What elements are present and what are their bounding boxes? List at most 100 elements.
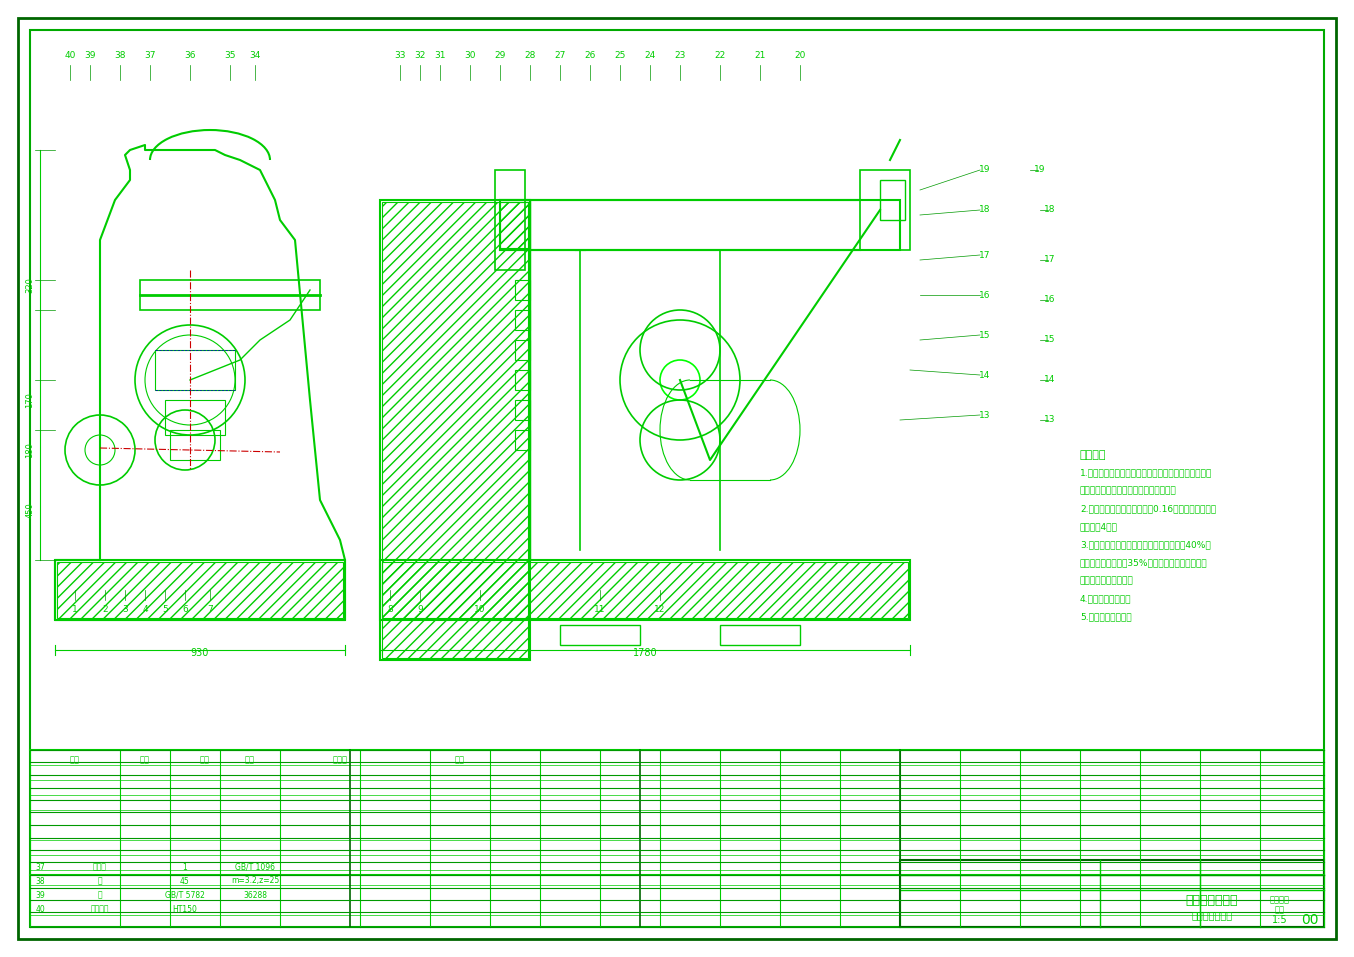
Text: 37: 37 [35,862,45,872]
Text: 35: 35 [225,51,236,59]
Text: 00: 00 [1301,913,1319,927]
Text: 32: 32 [414,51,425,59]
Bar [515,370,529,390]
Bar [380,560,910,620]
Text: 11: 11 [594,606,605,614]
Text: 320: 320 [26,278,34,293]
Text: 180: 180 [26,442,34,458]
Text: 9: 9 [417,606,422,614]
Bar [515,340,529,360]
Text: 36: 36 [184,51,196,59]
Text: 40: 40 [35,904,45,914]
Text: 15: 15 [1044,336,1056,345]
Text: 36288: 36288 [242,891,267,900]
Text: 1: 1 [72,606,79,614]
Text: 5.外表面防腐处理。: 5.外表面防腐处理。 [1080,612,1132,621]
Text: 2.啮合侧隙用塞尺检验不小于0.16，螺丝不得大于最: 2.啮合侧隙用塞尺检验不小于0.16，螺丝不得大于最 [1080,504,1216,514]
Text: 38: 38 [35,877,45,885]
Text: 12: 12 [654,606,666,614]
Text: 4.应调整轴向间隙。: 4.应调整轴向间隙。 [1080,594,1132,604]
Text: 27: 27 [554,51,566,59]
Text: 33: 33 [394,51,406,59]
Text: 18: 18 [979,206,991,214]
Bar [515,400,529,420]
Text: 备注: 备注 [455,755,464,765]
Text: 1780: 1780 [632,648,657,658]
Bar [496,170,525,270]
Bar [139,280,320,310]
Text: HT150: HT150 [172,904,198,914]
Bar [900,860,1324,927]
Text: 序号: 序号 [70,755,80,765]
Text: 16: 16 [1044,296,1056,304]
Bar [165,400,225,435]
Bar [515,280,529,300]
Text: 26: 26 [585,51,596,59]
Text: 技术要求: 技术要求 [1080,450,1106,460]
Bar [500,202,529,248]
Text: 标准件: 标准件 [333,755,348,765]
Text: 5: 5 [162,606,168,614]
Text: 40: 40 [64,51,76,59]
Text: 齿轮轴: 齿轮轴 [93,862,107,872]
Text: 调整接触齿面接触度。: 调整接触齿面接触度。 [1080,576,1133,586]
Text: 比例: 比例 [1275,905,1285,915]
Bar [154,350,236,390]
Text: 30: 30 [464,51,475,59]
Text: 3: 3 [122,606,127,614]
Bar [561,625,640,645]
Bar [515,310,529,330]
Text: 7: 7 [207,606,213,614]
Bar [880,180,904,220]
Text: 34: 34 [249,51,261,59]
Text: 13: 13 [979,411,991,419]
Text: 3.整合支承面积度，齿面啮合接触点不小于40%，: 3.整合支承面积度，齿面啮合接触点不小于40%， [1080,541,1210,549]
Text: 齿面不接触的不小于35%，必要时可用研磨或刮削: 齿面不接触的不小于35%，必要时可用研磨或刮削 [1080,559,1208,568]
Text: 450: 450 [26,502,34,518]
Text: 键: 键 [97,891,103,900]
Text: 8: 8 [387,606,393,614]
Text: 数量: 数量 [200,755,210,765]
Text: 19: 19 [979,166,991,174]
Bar [57,562,343,618]
Text: 1: 1 [183,862,187,872]
Bar [500,200,900,250]
Text: 6: 6 [183,606,188,614]
Text: 材料: 材料 [245,755,255,765]
Text: 在，内壁涂上不被机油腐蚀的涂料两次。: 在，内壁涂上不被机油腐蚀的涂料两次。 [1080,486,1177,496]
Text: GB/T 5782: GB/T 5782 [165,891,204,900]
Text: 10: 10 [474,606,486,614]
Text: 17: 17 [1044,256,1056,264]
Text: 小侧隙的4倍。: 小侧隙的4倍。 [1080,523,1118,531]
Text: 1:5: 1:5 [1273,915,1288,925]
Text: 16: 16 [979,291,991,300]
Text: 15: 15 [979,330,991,340]
Text: 图样标记: 图样标记 [1270,896,1290,904]
Text: 牛头刨床装配图: 牛头刨床装配图 [1186,894,1239,906]
Text: 21: 21 [754,51,766,59]
Text: 29: 29 [494,51,505,59]
Text: 4: 4 [142,606,148,614]
Bar [56,560,345,620]
Text: 三头螺柱: 三头螺柱 [91,904,110,914]
Text: 14: 14 [1044,375,1056,385]
Text: 2: 2 [102,606,108,614]
Text: 名称: 名称 [139,755,150,765]
Text: 28: 28 [524,51,536,59]
Text: 17: 17 [979,251,991,259]
Bar [171,430,219,460]
Text: 45: 45 [180,877,190,885]
Bar [382,562,909,618]
Text: 31: 31 [435,51,445,59]
Text: 37: 37 [145,51,156,59]
Text: 19: 19 [1034,166,1045,174]
Text: 18: 18 [1044,206,1056,214]
Text: 25: 25 [615,51,626,59]
Text: 13: 13 [1044,415,1056,425]
Text: 930: 930 [191,648,209,658]
Text: 牛头刨床装配图: 牛头刨床装配图 [1192,910,1232,920]
Text: 销: 销 [97,877,103,885]
Text: 20: 20 [795,51,806,59]
Text: m=3.2,z=25: m=3.2,z=25 [232,877,279,885]
Bar [720,625,800,645]
